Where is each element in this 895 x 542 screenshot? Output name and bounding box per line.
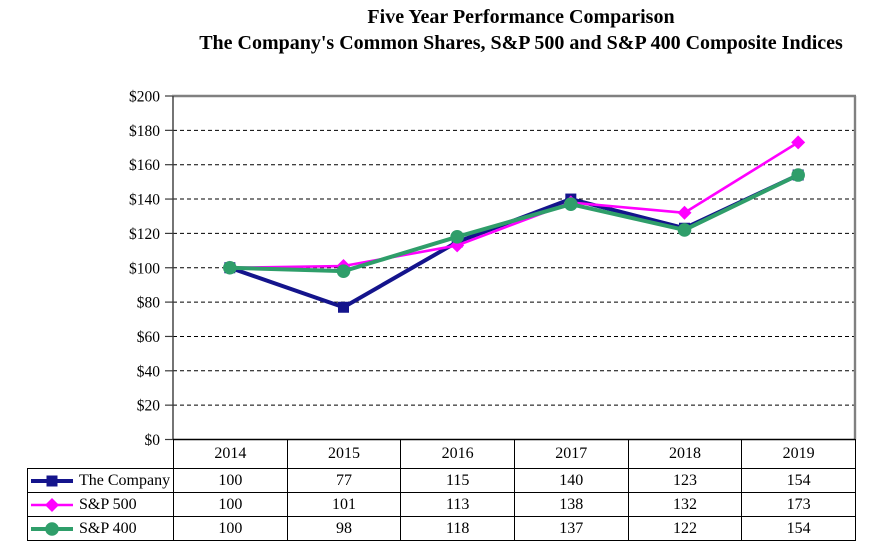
legend-series-label: The Company xyxy=(79,471,171,489)
value-cell: 100 xyxy=(173,468,288,493)
marker-diamond-icon xyxy=(677,205,692,220)
value-cell: 98 xyxy=(286,516,402,541)
value-cell: 154 xyxy=(741,468,856,493)
table-row: S&P 500 100 101 113 138 132 173 xyxy=(27,492,856,517)
y-axis-label: $200 xyxy=(129,89,160,106)
chart-subtitle: The Company's Common Shares, S&P 500 and… xyxy=(199,32,843,54)
value-cell: 100 xyxy=(173,516,288,541)
marker-square-icon xyxy=(46,475,58,486)
legend-sample-icon xyxy=(31,475,73,486)
marker-diamond-icon xyxy=(791,135,806,150)
y-axis-label: $100 xyxy=(129,260,160,277)
legend-sample-icon xyxy=(31,521,73,536)
value-cell: 132 xyxy=(627,492,743,517)
series-s-p-500 xyxy=(222,135,806,275)
chart-title: Five Year Performance Comparison xyxy=(367,6,675,28)
table-header-row: 2014 2015 2016 2017 2018 2019 xyxy=(28,439,856,469)
series-s-p-400 xyxy=(223,168,805,278)
year-header-cell: 2014 xyxy=(173,439,288,469)
marker-circle-icon xyxy=(450,230,464,244)
y-axis-label: $60 xyxy=(137,329,161,346)
legend-series-label: S&P 500 xyxy=(79,495,137,513)
value-cell: 101 xyxy=(286,492,402,517)
chart-title-block: Five Year Performance Comparison The Com… xyxy=(147,4,895,56)
year-header-cell: 2018 xyxy=(627,439,743,469)
value-cell: 173 xyxy=(741,492,856,517)
y-axis-label: $160 xyxy=(129,157,160,174)
year-header-cell: 2015 xyxy=(286,439,402,469)
y-axis-label: $80 xyxy=(137,295,161,312)
marker-square-icon xyxy=(338,301,349,313)
marker-diamond-icon xyxy=(45,497,59,512)
value-cell: 122 xyxy=(627,516,743,541)
legend-key-cell: S&P 400 xyxy=(27,516,174,541)
legend-sample-icon xyxy=(31,497,73,512)
marker-circle-icon xyxy=(677,223,692,237)
chart-data-table: 2014 2015 2016 2017 2018 2019 The Company 100 77… xyxy=(27,439,856,541)
year-header-cell: 2016 xyxy=(400,439,515,469)
y-axis-label: $120 xyxy=(129,226,160,243)
marker-circle-icon xyxy=(45,521,59,536)
marker-circle-icon xyxy=(223,260,237,275)
marker-circle-icon xyxy=(564,197,578,212)
value-cell: 113 xyxy=(400,492,515,517)
value-cell: 77 xyxy=(286,468,402,493)
value-cell: 140 xyxy=(513,468,629,493)
y-axis-label: $180 xyxy=(129,123,160,140)
y-axis-label: $20 xyxy=(137,398,161,415)
marker-circle-icon xyxy=(336,264,351,278)
table-row: The Company 100 77 115 140 123 154 xyxy=(27,468,856,493)
year-header-cell: 2017 xyxy=(513,439,629,469)
y-axis-label: $140 xyxy=(129,192,160,209)
legend-key-cell: The Company xyxy=(27,468,174,493)
legend-series-label: S&P 400 xyxy=(79,519,137,537)
year-header-cell: 2019 xyxy=(741,439,856,469)
y-axis-label: $40 xyxy=(137,363,161,380)
value-cell: 137 xyxy=(513,516,629,541)
value-cell: 154 xyxy=(741,516,856,541)
value-cell: 115 xyxy=(400,468,515,493)
legend-key-cell: S&P 500 xyxy=(27,492,174,517)
y-axis-label: $0 xyxy=(145,432,161,449)
value-cell: 100 xyxy=(173,492,288,517)
series-the-company xyxy=(224,169,804,313)
marker-circle-icon xyxy=(791,168,805,182)
value-cell: 118 xyxy=(400,516,515,541)
table-corner-blank xyxy=(28,440,174,469)
value-cell: 138 xyxy=(513,492,629,517)
series-line xyxy=(228,141,800,270)
value-cell: 123 xyxy=(627,468,743,493)
series-line xyxy=(227,173,801,274)
table-row: S&P 400 100 98 118 137 122 154 xyxy=(27,516,856,541)
